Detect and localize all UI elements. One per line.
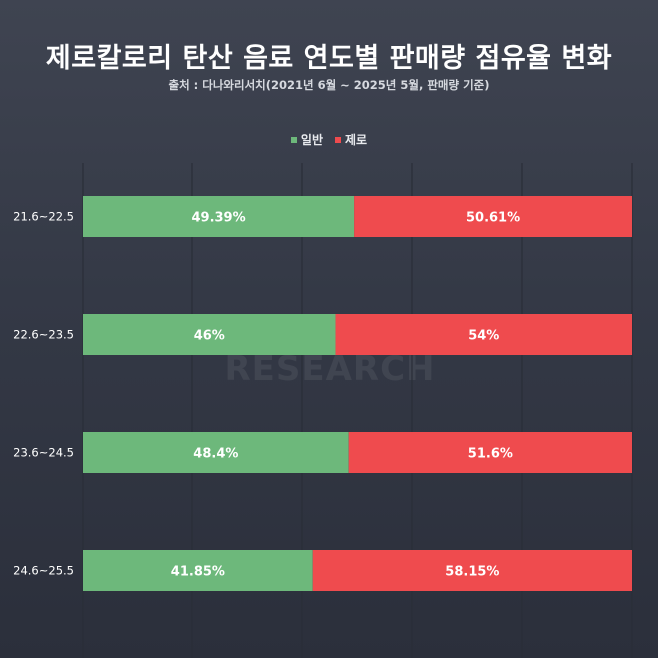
legend-item-general: 일반 <box>290 131 323 148</box>
data-label-general: 46% <box>194 329 225 344</box>
bar-segment-zero <box>312 550 632 591</box>
legend-swatch-zero <box>335 136 341 143</box>
data-label-zero: 50.61% <box>466 211 520 226</box>
data-label-general: 41.85% <box>171 565 225 580</box>
bar-segment-general <box>83 196 355 237</box>
bar-segment-zero <box>335 314 632 355</box>
data-label-zero: 54% <box>468 329 499 344</box>
category-label: 23.6~24.5 <box>13 446 74 460</box>
data-label-zero: 51.6% <box>468 447 513 462</box>
bar-segment-general <box>83 314 336 355</box>
data-label-zero: 58.15% <box>445 565 499 580</box>
data-label-general: 48.4% <box>193 447 238 462</box>
category-label: 21.6~22.5 <box>13 210 74 224</box>
category-label: 22.6~23.5 <box>13 328 74 342</box>
chart-subtitle: 출처 : 다나와리서치(2021년 6월 ~ 2025년 5월, 판매량 기준) <box>168 78 490 92</box>
chart-title: 제로칼로리 탄산 음료 연도별 판매량 점유율 변화 <box>45 43 613 74</box>
legend-label-general: 일반 <box>300 133 323 147</box>
legend-label-zero: 제로 <box>345 133 368 147</box>
data-label-general: 49.39% <box>191 211 245 226</box>
legend-swatch-general <box>290 136 297 143</box>
legend-item-zero: 제로 <box>335 131 367 148</box>
category-label: 24.6~25.5 <box>13 564 74 578</box>
bar-segment-general <box>83 550 313 591</box>
chart-legend: 일반 제로 <box>0 131 658 148</box>
bar-segment-zero <box>348 432 632 473</box>
bar-segment-general <box>83 432 349 473</box>
bar-segment-zero <box>354 196 632 237</box>
